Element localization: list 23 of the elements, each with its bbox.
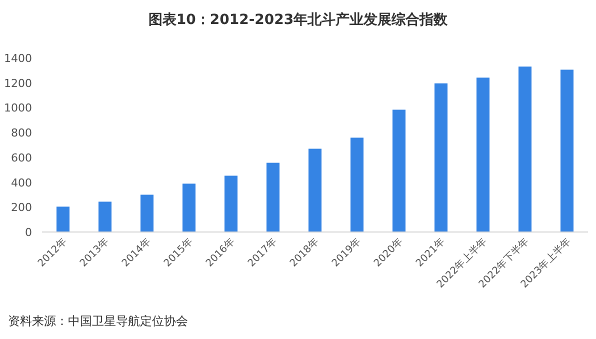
text: 资料来源：中国卫星导航定位协会	[8, 314, 188, 328]
bar	[56, 206, 70, 232]
y-tick-label: 1000	[4, 102, 32, 115]
bar	[560, 70, 574, 232]
bar	[434, 83, 448, 232]
bar	[266, 162, 280, 232]
bar	[518, 66, 532, 232]
y-tick-label: 1200	[4, 76, 32, 90]
bar	[476, 78, 490, 232]
bar	[392, 110, 406, 232]
y-tick-label: 800	[11, 126, 32, 140]
y-tick-label: 0	[25, 226, 32, 239]
y-tick-label: 1400	[4, 52, 32, 65]
bar	[224, 176, 238, 232]
bar	[350, 138, 364, 232]
bar	[98, 202, 112, 232]
bar	[308, 148, 322, 232]
y-tick-label: 200	[11, 201, 32, 214]
chart-title: 图表10：2012-2023年北斗产业发展综合指数	[148, 11, 449, 28]
y-tick-label: 400	[11, 176, 32, 190]
bar	[140, 194, 154, 232]
y-tick-label: 600	[11, 151, 32, 164]
bar	[182, 184, 196, 232]
